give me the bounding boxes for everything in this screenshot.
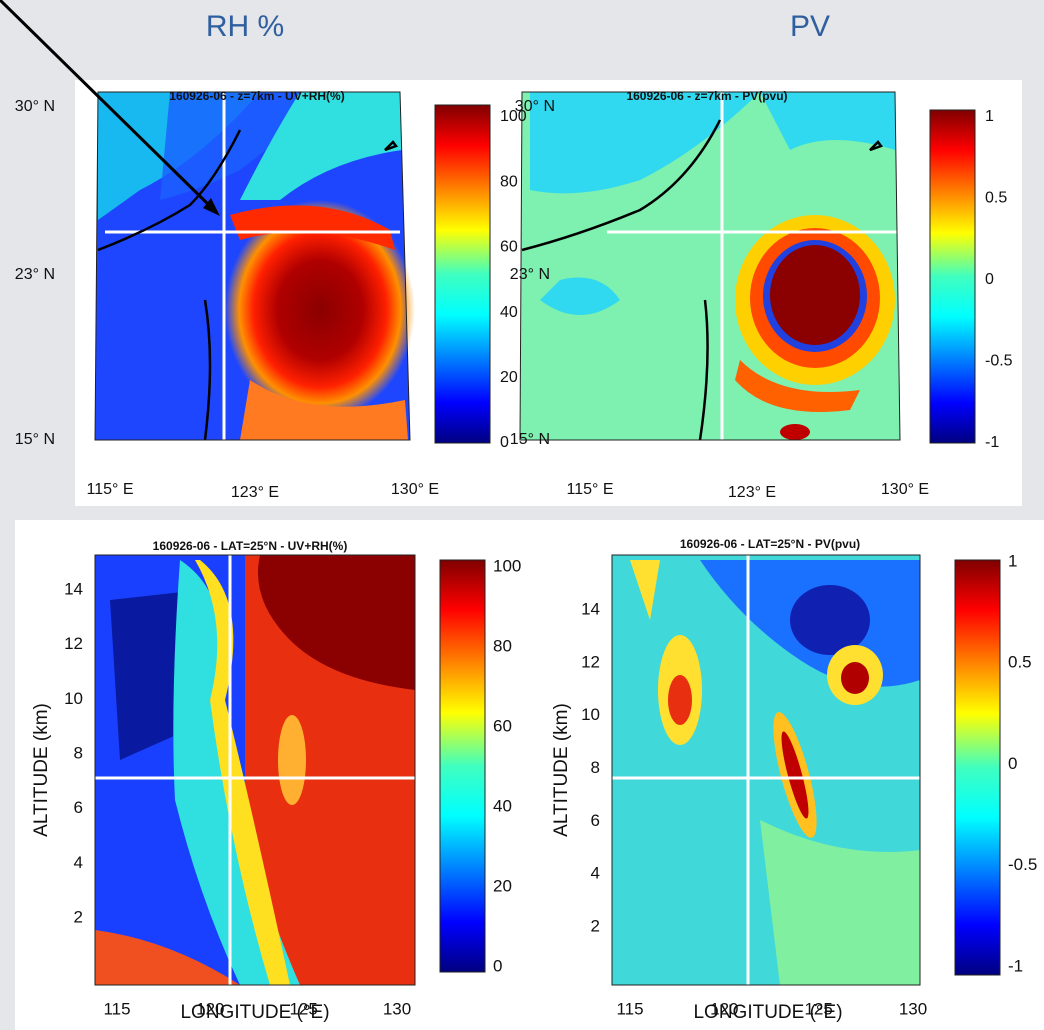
y-tick-label: 15° N xyxy=(15,431,55,448)
panel-title: 160926-06 - z=7km - UV+RH(%) xyxy=(169,89,344,103)
colorbar-tick-label: 100 xyxy=(500,108,527,125)
x-tick-label: 130° E xyxy=(881,481,929,498)
pv-map xyxy=(519,91,901,441)
colorbar-tick-label: 20 xyxy=(493,876,512,895)
y-tick-label: 14 xyxy=(581,599,600,618)
y-tick-label: 8 xyxy=(591,758,600,777)
colorbar-tick-label: 60 xyxy=(493,716,512,735)
colorbar-tick-label: 60 xyxy=(500,239,518,256)
y-tick-label: 30° N xyxy=(15,98,55,115)
x-tick-label: 125 xyxy=(804,999,832,1018)
colorbar-tick-label: 0 xyxy=(985,271,994,288)
y-tick-label: 6 xyxy=(591,811,600,830)
colorbar xyxy=(954,559,1001,976)
colorbar-tick-label: 80 xyxy=(493,636,512,655)
y-tick-label: 2 xyxy=(591,916,600,935)
panel-title: 160926-06 - LAT=25°N - PV(pvu) xyxy=(680,537,860,551)
x-tick-label: 130° E xyxy=(391,481,439,498)
colorbar-tick-label: 0.5 xyxy=(985,190,1007,207)
panel-title: 160926-06 - LAT=25°N - UV+RH(%) xyxy=(153,539,348,553)
x-tick-label: 130 xyxy=(383,999,411,1018)
pv-section xyxy=(611,554,921,986)
y-tick-label: 2 xyxy=(74,907,83,926)
x-tick-label: 115 xyxy=(616,999,643,1018)
x-tick-label: 115° E xyxy=(86,481,133,498)
x-tick-label: 130 xyxy=(899,999,927,1018)
y-tick-label: 30° N xyxy=(515,98,555,115)
rh-map xyxy=(94,91,415,441)
colorbar xyxy=(434,104,491,444)
colorbar-tick-label: 0 xyxy=(500,434,509,451)
colorbar-tick-label: 40 xyxy=(500,304,518,321)
header-label: PV xyxy=(790,10,830,43)
arrow-head xyxy=(203,198,220,216)
colorbar-tick-label: 20 xyxy=(500,369,518,386)
colorbar-tick-label: 1 xyxy=(985,108,994,125)
x-tick-label: 120 xyxy=(710,999,738,1018)
x-axis-label: LONGITUDE (°E) xyxy=(693,1002,842,1023)
colorbar-tick-label: 100 xyxy=(493,556,521,575)
y-tick-label: 12 xyxy=(581,652,600,671)
y-axis-label: ALTITUDE (km) xyxy=(31,703,52,837)
rh-section xyxy=(94,554,416,986)
colorbar-tick-label: -1 xyxy=(1008,956,1023,975)
y-axis-label: ALTITUDE (km) xyxy=(551,703,572,837)
y-tick-label: 6 xyxy=(74,798,83,817)
x-tick-label: 115 xyxy=(103,999,130,1018)
y-tick-label: 14 xyxy=(64,579,83,598)
arrow xyxy=(0,0,216,212)
colorbar-tick-label: 0 xyxy=(1008,754,1017,773)
y-tick-label: 12 xyxy=(64,634,83,653)
y-tick-label: 23° N xyxy=(510,266,550,283)
y-tick-label: 15° N xyxy=(510,431,550,448)
y-tick-label: 10 xyxy=(64,689,83,708)
colorbar-tick-label: 40 xyxy=(493,796,512,815)
y-tick-label: 23° N xyxy=(15,266,55,283)
colorbar xyxy=(929,109,976,444)
x-tick-label: 123° E xyxy=(231,484,279,501)
x-tick-label: 123° E xyxy=(728,484,776,501)
colorbar-tick-label: 1 xyxy=(1008,551,1017,570)
colorbar-tick-label: -1 xyxy=(985,434,999,451)
y-tick-label: 4 xyxy=(591,864,600,883)
colorbar-tick-label: -0.5 xyxy=(985,353,1013,370)
colorbar xyxy=(439,559,486,973)
header-label: RH % xyxy=(206,10,284,43)
x-tick-label: 125 xyxy=(289,999,317,1018)
colorbar-tick-label: 0.5 xyxy=(1008,653,1032,672)
x-tick-label: 115° E xyxy=(566,481,613,498)
colorbar-tick-label: 80 xyxy=(500,173,518,190)
colorbar-tick-label: -0.5 xyxy=(1008,855,1037,874)
y-tick-label: 4 xyxy=(74,853,83,872)
y-tick-label: 8 xyxy=(74,743,83,762)
panel-title: 160926-06 - z=7km - PV(pvu) xyxy=(626,89,787,103)
y-tick-label: 10 xyxy=(581,705,600,724)
x-tick-label: 120 xyxy=(196,999,224,1018)
colorbar-tick-label: 0 xyxy=(493,956,502,975)
x-axis-label: LONGITUDE (°E) xyxy=(180,1002,329,1023)
